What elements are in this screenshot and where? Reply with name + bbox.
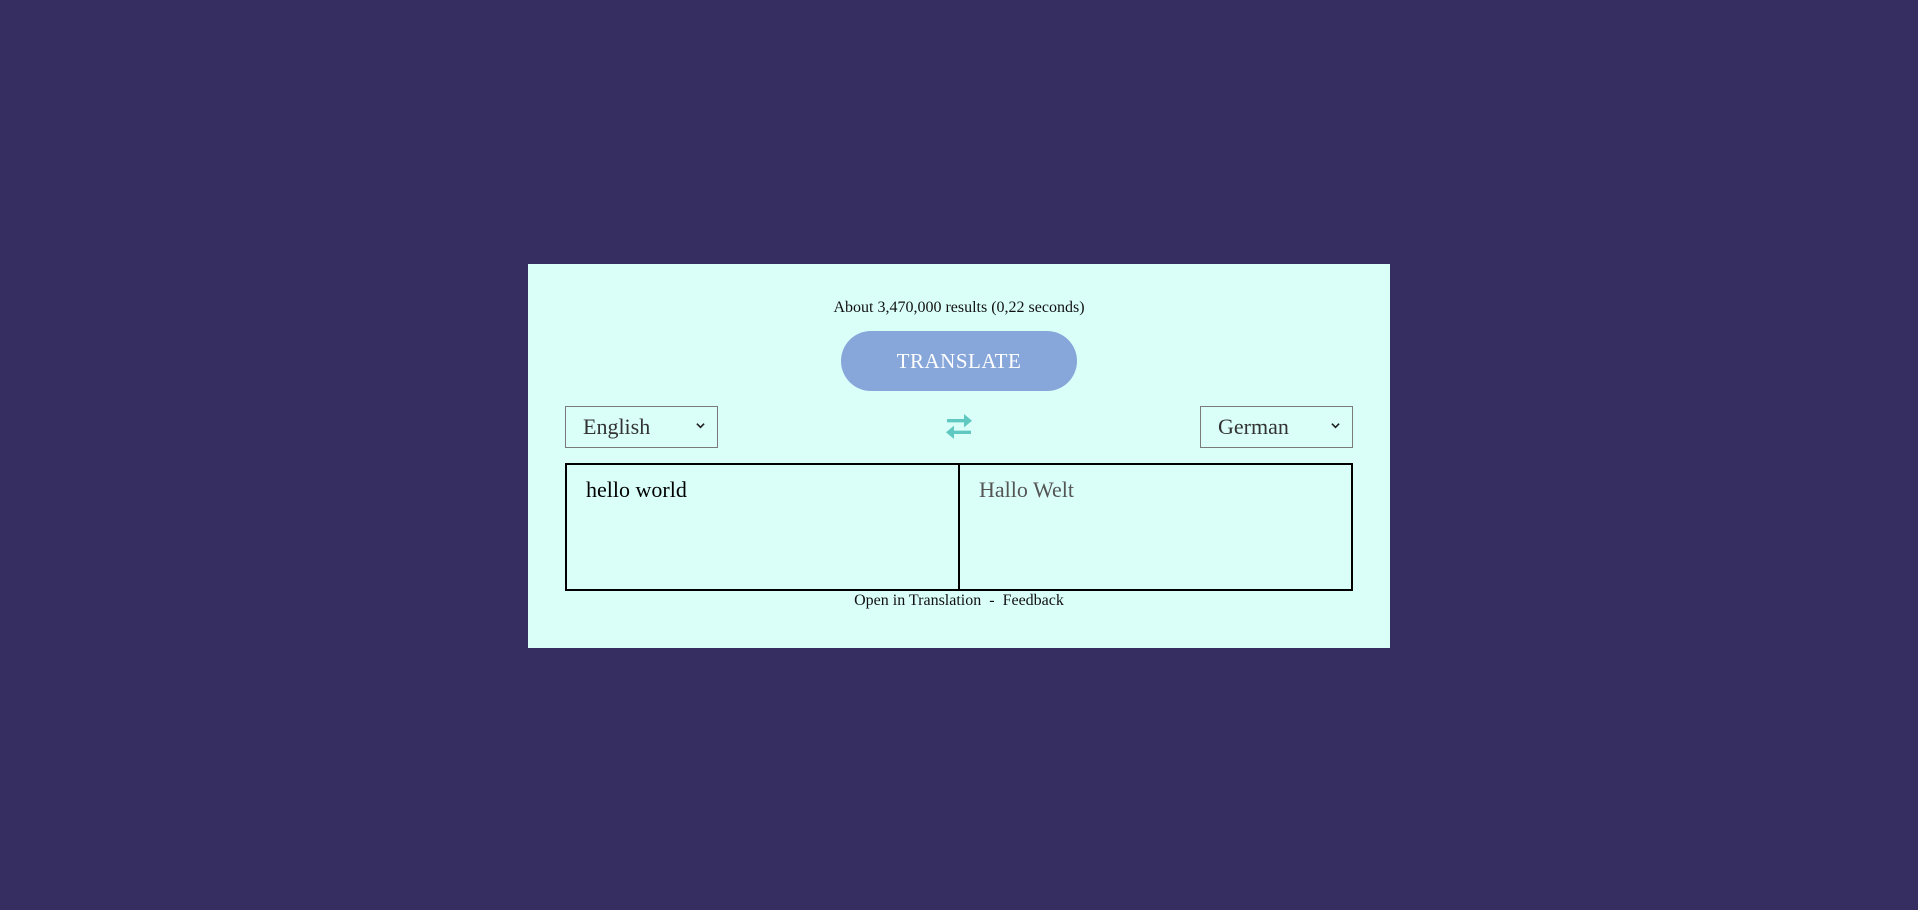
chevron-down-icon	[1331, 422, 1340, 428]
translation-panes: hello world Hallo Welt	[565, 463, 1353, 591]
swap-arrows-icon	[946, 414, 972, 439]
open-in-translation-link[interactable]: Open in Translation	[854, 592, 982, 609]
target-language-select[interactable]: German	[1200, 406, 1353, 448]
chevron-down-icon	[696, 422, 705, 428]
footer-separator: -	[989, 592, 995, 609]
source-language-value: English	[583, 414, 651, 439]
feedback-link[interactable]: Feedback	[1002, 592, 1064, 609]
source-language-select[interactable]: English	[565, 406, 718, 448]
source-text-input[interactable]: hello world	[567, 465, 960, 589]
swap-languages-button[interactable]	[944, 413, 974, 441]
results-count: About 3,470,000 results (0,22 seconds)	[833, 299, 1085, 316]
translate-widget: About 3,470,000 results (0,22 seconds) T…	[528, 264, 1390, 648]
footer-links: Open in Translation - Feedback	[528, 592, 1390, 610]
translate-button[interactable]: TRANSLATE	[841, 331, 1077, 391]
translated-text-output: Hallo Welt	[979, 477, 1074, 502]
target-language-value: German	[1218, 414, 1289, 439]
